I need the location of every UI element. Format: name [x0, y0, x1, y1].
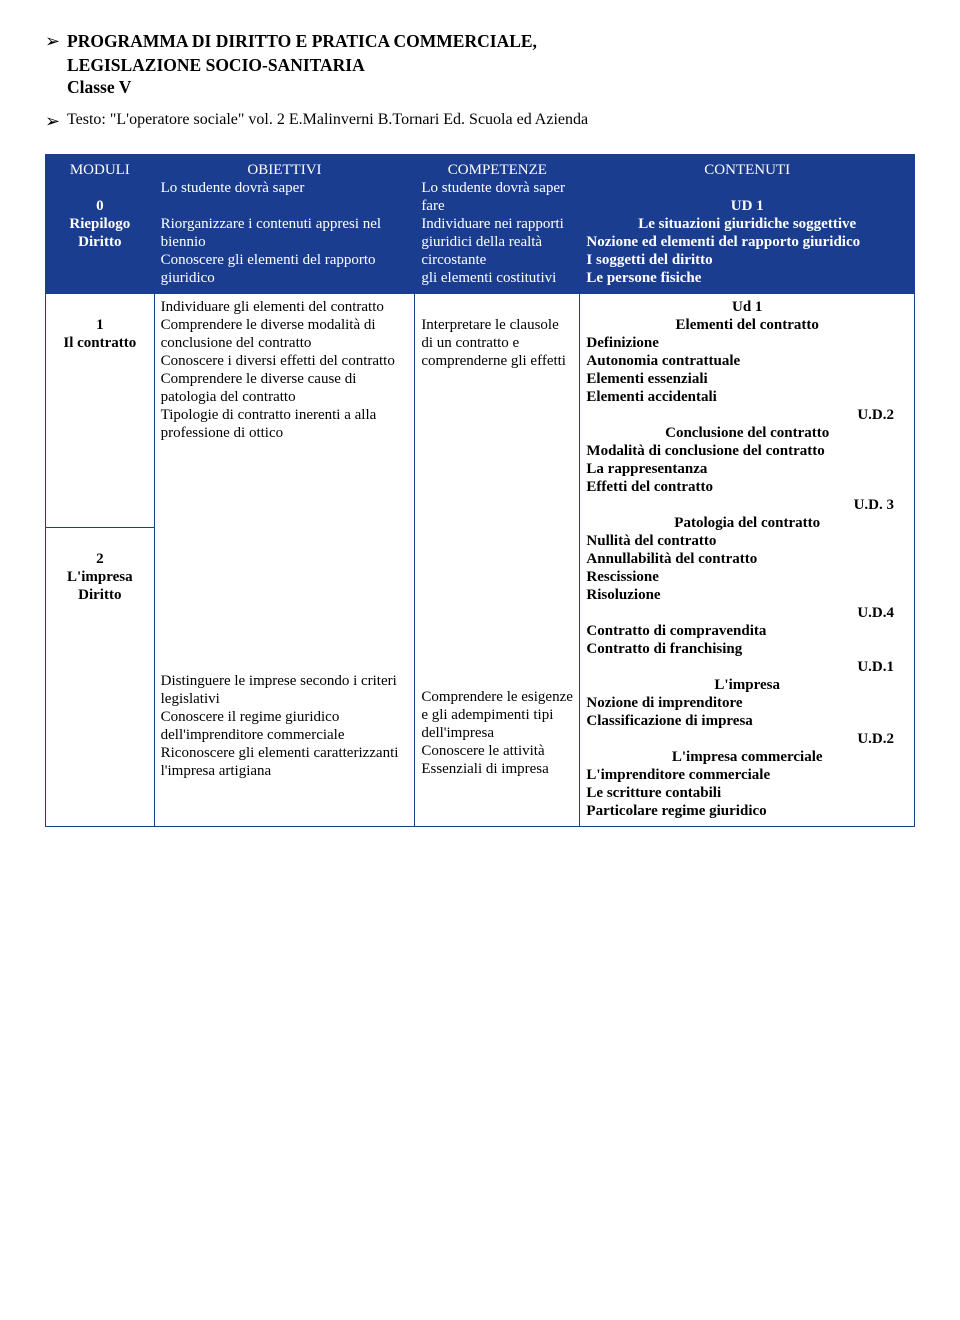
th-competenze-label: COMPETENZE [421, 161, 573, 179]
mod2-cell: 2L'impresaDiritto [46, 528, 155, 827]
r1-t1: Elementi del contratto [586, 316, 908, 334]
r1-l10: Rescissione [586, 568, 908, 586]
r1-obj3: Conoscere i diversi effetti del contratt… [161, 352, 409, 370]
r2-obj1: Distinguere le imprese secondo i criteri… [161, 672, 409, 708]
document-header: ➢ PROGRAMMA DI DIRITTO E PRATICA COMMERC… [45, 30, 915, 132]
r1-obj5: Tipologie di contratto inerenti a alla p… [161, 406, 409, 442]
r2-l5: Particolare regime giuridico [586, 802, 908, 820]
th-contenuti: CONTENUTI UD 1 Le situazioni giuridiche … [580, 155, 915, 294]
r2-l2: Classificazione di impresa [586, 712, 908, 730]
mod2-num: 2 [52, 550, 148, 568]
r0-obj1: Riorganizzare i contenuti appresi nel bi… [161, 215, 409, 251]
r0-l3: Le persone fisiche [586, 269, 908, 287]
r1-ud1: Ud 1 [586, 298, 908, 316]
r1-l1: Definizione [586, 334, 908, 352]
th-moduli-label: MODULI [52, 161, 148, 179]
r0-comp2: gli elementi costitutivi [421, 269, 573, 287]
r2-ud2: U.D.2 [586, 730, 894, 748]
table-header-row: MODULI 0 Riepilogo Diritto OBIETTIVI Lo … [46, 155, 915, 294]
mod1-cell: 1 Il contratto [46, 294, 155, 528]
r2-obj2: Conoscere il regime giuridico dell'impre… [161, 708, 409, 744]
r1-obj1: Individuare gli elementi del contratto [161, 298, 409, 316]
r1-obj4: Comprendere le diverse cause di patologi… [161, 370, 409, 406]
r0-obj2: Conoscere gli elementi del rapporto giur… [161, 251, 409, 287]
th-obiettivi-sub: Lo studente dovrà saper [161, 179, 409, 197]
mod0-l2: Diritto [52, 233, 148, 251]
th-moduli: MODULI 0 Riepilogo Diritto [46, 155, 155, 294]
r1-ud3: U.D. 3 [586, 496, 894, 514]
r1-comp-cell: Interpretare le clausole di un contratto… [415, 294, 580, 827]
r1-l2: Autonomia contrattuale [586, 352, 908, 370]
r1-l12: Contratto di compravendita [586, 622, 908, 640]
curriculum-table: MODULI 0 Riepilogo Diritto OBIETTIVI Lo … [45, 154, 915, 827]
mod0-num: 0 [52, 197, 148, 215]
r1-obj-cell: Individuare gli elementi del contratto C… [154, 294, 415, 827]
r1-l11: Risoluzione [586, 586, 908, 604]
th-obiettivi: OBIETTIVI Lo studente dovrà saper Riorga… [154, 155, 415, 294]
r0-l2: I soggetti del diritto [586, 251, 908, 269]
r1-l9: Annullabilità del contratto [586, 550, 908, 568]
r1-obj2: Comprendere le diverse modalità di concl… [161, 316, 409, 352]
testo-line: Testo: "L'operatore sociale" vol. 2 E.Ma… [67, 110, 588, 130]
mod2-l2: Diritto [52, 586, 148, 604]
r1-l4: Elementi accidentali [586, 388, 908, 406]
title-line-1: PROGRAMMA DI DIRITTO E PRATICA COMMERCIA… [67, 30, 537, 52]
r1-ud4: U.D.4 [586, 604, 894, 622]
r0-ud: UD 1 [586, 197, 908, 215]
th-competenze: COMPETENZE Lo studente dovrà saper fare … [415, 155, 580, 294]
th-contenuti-label: CONTENUTI [586, 161, 908, 179]
r2-t2: L'impresa commerciale [586, 748, 908, 766]
th-competenze-sub: Lo studente dovrà saper fare [421, 179, 573, 215]
mod0-l1: Riepilogo [52, 215, 148, 233]
r2-comp3: Essenziali di impresa [421, 760, 573, 778]
bullet-arrow-icon: ➢ [45, 30, 67, 52]
r0-comp: Individuare nei rapporti giuridici della… [421, 215, 573, 269]
mod2-l1: L'impresa [52, 568, 148, 586]
table-row-1: 1 Il contratto Individuare gli elementi … [46, 294, 915, 528]
r1-l8: Nullità del contratto [586, 532, 908, 550]
r1-l6: La rappresentanza [586, 460, 908, 478]
r1-t3: Patologia del contratto [586, 514, 908, 532]
th-obiettivi-label: OBIETTIVI [161, 161, 409, 179]
r1-cont-cell: Ud 1 Elementi del contratto Definizione … [580, 294, 915, 827]
r2-l4: Le scritture contabili [586, 784, 908, 802]
title-line-2: LEGISLAZIONE SOCIO-SANITARIA [67, 54, 915, 76]
r1-l13: Contratto di franchising [586, 640, 908, 658]
classe-label: Classe V [67, 76, 915, 98]
mod1-num: 1 [52, 316, 148, 334]
r1-l3: Elementi essenziali [586, 370, 908, 388]
bullet-arrow-icon: ➢ [45, 110, 67, 132]
r1-ud2: U.D.2 [586, 406, 894, 424]
r2-t1: L'impresa [586, 676, 908, 694]
r1-comp: Interpretare le clausole di un contratto… [421, 316, 573, 370]
r2-comp2: Conoscere le attività [421, 742, 573, 760]
r0-t1: Le situazioni giuridiche soggettive [586, 215, 908, 233]
r2-l3: L'imprenditore commerciale [586, 766, 908, 784]
r1-l7: Effetti del contratto [586, 478, 908, 496]
r2-l1: Nozione di imprenditore [586, 694, 908, 712]
r2-ud1: U.D.1 [586, 658, 894, 676]
r1-l5: Modalità di conclusione del contratto [586, 442, 908, 460]
r0-l1: Nozione ed elementi del rapporto giuridi… [586, 233, 908, 251]
r1-t2: Conclusione del contratto [586, 424, 908, 442]
r2-comp1: Comprendere le esigenze e gli adempiment… [421, 688, 573, 742]
mod1-l1: Il contratto [52, 334, 148, 352]
r2-obj3: Riconoscere gli elementi caratterizzanti… [161, 744, 409, 780]
